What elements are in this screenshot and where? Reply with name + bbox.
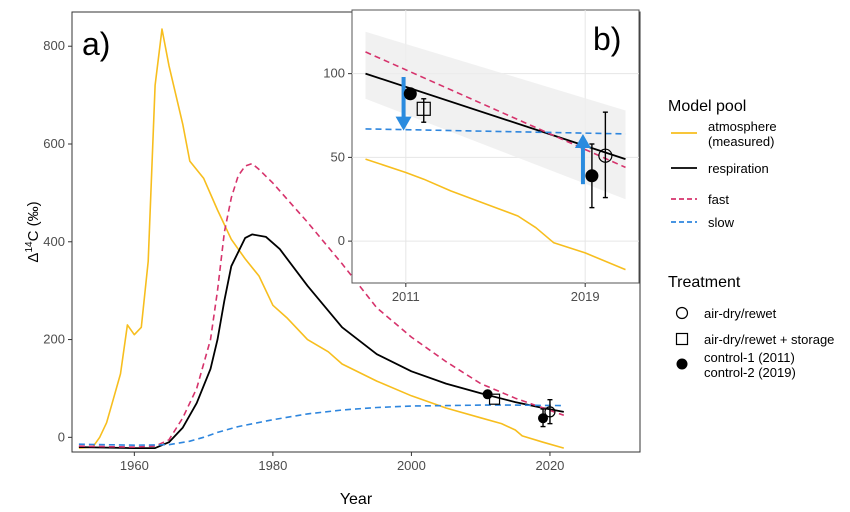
legend-item-atmosphere: atmosphere(measured) [671, 119, 777, 149]
a-y-tick-label: 600 [43, 136, 65, 151]
panel-b-inset: 2011 2019 0 50 100 b) [323, 9, 640, 304]
legend-pool-items: atmosphere(measured) respiration fast slow [671, 119, 777, 230]
legend-label-filled-circle: control-1 (2011) [704, 350, 795, 365]
panel-a-label: a) [82, 26, 110, 62]
legend-label-fast: fast [708, 192, 729, 207]
b-atmosphere-line [365, 158, 626, 271]
a-y-tick-label: 400 [43, 234, 65, 249]
a-x-tick-label: 1960 [120, 458, 149, 473]
a-x-tick-label: 1980 [258, 458, 287, 473]
b-y-tick-label: 0 [338, 233, 345, 248]
b-x-tick-label: 2019 [571, 289, 600, 304]
x-axis-title: Year [340, 491, 373, 508]
b-fast-line [365, 51, 626, 169]
panel-b-x-axis: 2011 2019 [392, 283, 600, 304]
legend-label-atmosphere: (measured) [708, 134, 774, 149]
a-x-tick-label: 2020 [535, 458, 564, 473]
b-x-tick-label: 2011 [392, 289, 420, 304]
a-x-tick-label: 2000 [397, 458, 426, 473]
legend: Model pool atmosphere(measured) respirati… [668, 98, 834, 380]
panel-b-label: b) [593, 21, 621, 57]
legend-pool-title: Model pool [668, 98, 746, 115]
legend-label-atmosphere: atmosphere [708, 119, 777, 134]
a-point-open-circle [544, 398, 556, 425]
b-point-filled-circle [403, 87, 417, 101]
legend-open-square-icon [675, 332, 689, 346]
a-point-filled-circle [538, 408, 549, 428]
b-y-tick-label: 100 [323, 66, 345, 81]
a-point-open-square [488, 393, 501, 405]
legend-filled-circle-icon [676, 358, 688, 370]
panel-a-points [482, 389, 556, 428]
panel-a-x-axis: 1960 1980 2000 2020 [120, 452, 564, 473]
a-atmosphere-line [78, 28, 565, 449]
a-slow-line [78, 404, 564, 446]
b-slow-line [365, 128, 626, 135]
a-respiration-line [78, 233, 564, 449]
legend-item-fast: fast [671, 192, 729, 207]
a-y-tick-label: 800 [43, 38, 65, 53]
legend-treatment-title: Treatment [668, 274, 741, 291]
a-y-tick-label: 0 [58, 429, 65, 444]
y-axis-title: Δ14C (‰) [24, 201, 42, 262]
legend-item-filled-circle: control-1 (2011)control-2 (2019) [676, 350, 796, 380]
b-shift-arrow [395, 76, 412, 131]
panel-b-y-axis: 0 50 100 [323, 66, 352, 248]
legend-label-open-circle: air-dry/rewet [704, 306, 777, 321]
legend-open-circle-icon [675, 306, 689, 320]
a-fast-line [78, 162, 565, 448]
legend-item-open-square: air-dry/rewet + storage [675, 332, 834, 347]
legend-item-open-circle: air-dry/rewet [675, 306, 777, 321]
legend-label-filled-circle: control-2 (2019) [704, 365, 796, 380]
panel-b-points [403, 87, 613, 209]
legend-item-slow: slow [671, 215, 735, 230]
panel-a-y-axis: 0 200 400 600 800 [43, 38, 72, 444]
b-point-filled-circle [585, 143, 599, 209]
b-y-tick-label: 50 [331, 149, 345, 164]
panel-a-lines [78, 28, 565, 449]
b-point-open-square [416, 98, 431, 123]
a-y-tick-label: 200 [43, 332, 65, 347]
legend-label-slow: slow [708, 215, 735, 230]
b-point-open-circle [598, 111, 613, 199]
legend-label-open-square: air-dry/rewet + storage [704, 332, 834, 347]
legend-item-respiration: respiration [671, 161, 769, 176]
panel-b-arrows [395, 76, 591, 185]
legend-label-respiration: respiration [708, 161, 769, 176]
legend-treatment-items: air-dry/rewet air-dry/rewet + storage cont… [675, 306, 834, 380]
b-shift-arrow [574, 133, 591, 185]
